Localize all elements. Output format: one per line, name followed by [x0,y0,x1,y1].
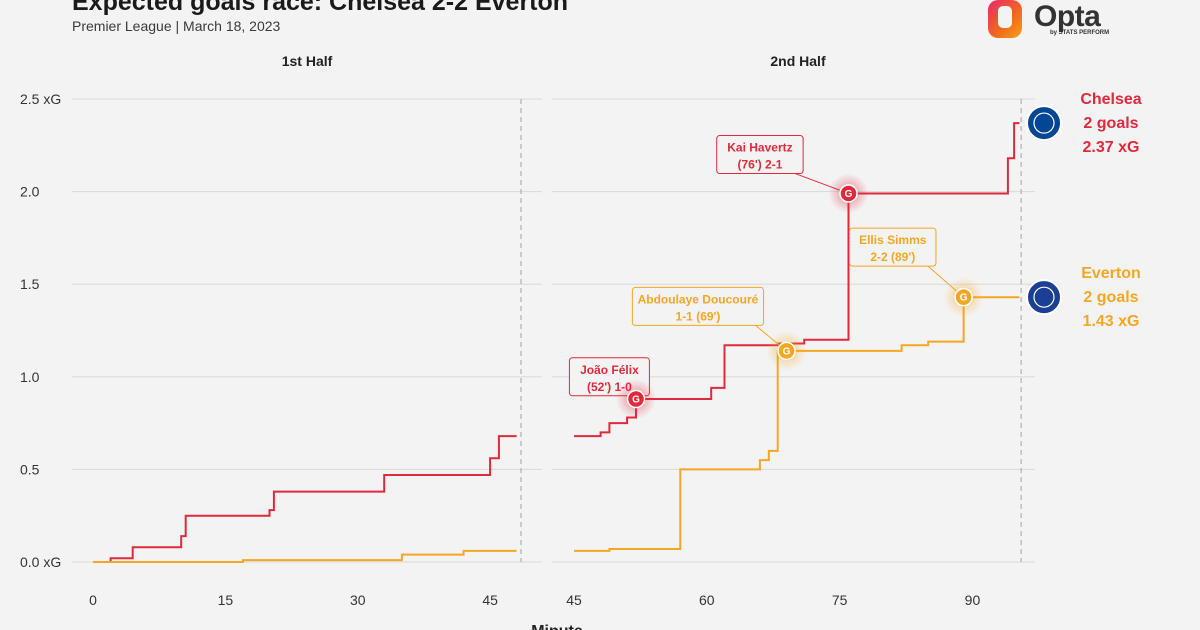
goal-scorer-name: Kai Havertz [727,141,792,155]
y-tick-label: 2.5 xG [20,91,61,107]
goal-score-minute: 2-2 (89') [870,250,915,264]
x-tick-label: 45 [566,592,582,608]
goal-marker [839,184,858,203]
everton-crest-icon [1026,279,1062,316]
y-tick-label: 1.5 [20,276,40,292]
everton-xg-total: 1.43 xG [1083,313,1140,330]
chart-title: Expected goals race: Chelsea 2-2 Everton [72,0,569,16]
x-tick-label: 30 [350,592,366,608]
chelsea-team-name: Chelsea [1080,91,1141,108]
series-line-everton-first-half [93,549,517,563]
panel-title: 2nd Half [770,53,826,69]
goal-marker-letter: G [783,346,791,357]
goal-marker [777,341,796,361]
y-tick-label: 0.0 xG [20,554,61,570]
chelsea-crest-inner-icon [1033,112,1055,134]
series-line-chelsea-second-half [574,122,1020,438]
goal-label-box [716,135,804,175]
goal-scorer-name: Ellis Simms [859,233,927,247]
goal-marker [954,287,973,307]
everton-crest-inner-icon [1033,286,1055,308]
chelsea-goals-label: 2 goals [1083,115,1138,132]
x-tick-label: 60 [699,592,715,608]
y-tick-label: 1.0 [20,369,40,385]
x-tick-label: 15 [218,592,234,608]
goal-marker [626,389,646,409]
opta-logo: Opta by STATS PERFORM [982,0,1132,44]
series-line-everton-second-half [574,296,1020,552]
chelsea-xg-total: 2.37 xG [1083,139,1140,156]
goal-marker-letter: G [960,293,968,304]
panel-title: 1st Half [282,53,333,69]
goal-score-minute: (76') 2-1 [738,158,783,172]
goal-marker-letter: G [845,189,853,200]
goal-scorer-name: João Félix [580,363,639,377]
goal-label-box [631,286,765,326]
opta-logo-tagline: by STATS PERFORM [1050,30,1110,36]
x-tick-label: 45 [482,592,498,608]
chelsea-crest-icon [1026,105,1062,142]
goal-marker-letter: G [632,395,640,406]
y-tick-label: 0.5 [20,461,40,477]
everton-goals-label: 2 goals [1083,289,1138,306]
series-line-chelsea-first-half [93,435,517,563]
x-axis-label: Minute [531,623,583,630]
goal-score-minute: 1-1 (69') [676,309,721,323]
opta-logo-icon [988,0,1022,38]
x-tick-label: 0 [89,592,97,608]
opta-logo-text: Opta [1034,0,1101,33]
x-tick-label: 90 [965,592,981,608]
y-tick-label: 2.0 [20,184,40,200]
goal-scorer-name: Abdoulaye Doucouré [638,292,759,306]
x-tick-label: 75 [832,592,848,608]
everton-team-name: Everton [1081,265,1141,282]
goal-label-box [849,227,937,267]
chart-subtitle: Premier League | March 18, 2023 [72,18,281,34]
